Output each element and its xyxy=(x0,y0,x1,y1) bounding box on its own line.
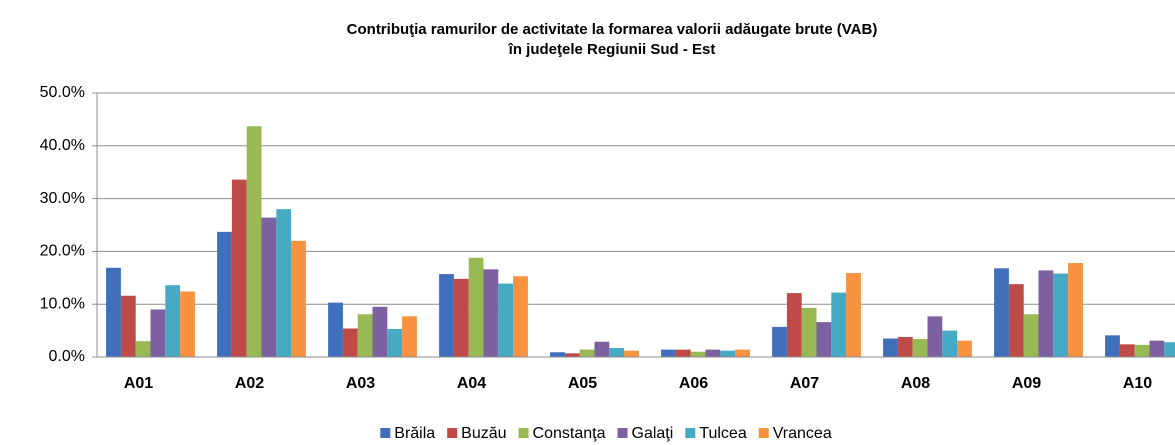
bar xyxy=(720,350,736,357)
legend-label: Brăila xyxy=(394,425,435,442)
bar xyxy=(261,217,277,357)
bar xyxy=(1023,314,1039,357)
bar xyxy=(957,340,972,357)
bar xyxy=(291,240,306,357)
bar xyxy=(690,351,706,357)
x-tick-label: A04 xyxy=(457,375,486,392)
legend-label: Vrancea xyxy=(773,425,832,442)
bar xyxy=(994,268,1009,357)
x-tick-label: A03 xyxy=(346,375,375,392)
bar xyxy=(135,341,151,357)
bar xyxy=(165,285,181,357)
bar xyxy=(772,326,787,357)
bar xyxy=(661,349,676,357)
bar xyxy=(453,278,469,357)
x-tick-label: A07 xyxy=(790,375,819,392)
x-tick-label: A10 xyxy=(1123,375,1152,392)
bar xyxy=(357,314,373,357)
y-tick-label: 30.0% xyxy=(40,190,85,207)
bar xyxy=(498,283,514,357)
bar xyxy=(735,349,750,357)
bar xyxy=(705,349,721,357)
bar xyxy=(1164,342,1175,357)
bar xyxy=(387,329,403,357)
x-tick-label: A01 xyxy=(124,375,153,392)
bar xyxy=(609,348,625,357)
legend-swatch xyxy=(617,428,628,438)
bar xyxy=(372,306,388,357)
chart-title: Contribuţia ramurilor de activitate la f… xyxy=(347,21,878,38)
bar xyxy=(942,330,958,357)
legend-swatch xyxy=(380,428,391,438)
bar xyxy=(120,295,136,357)
legend-label: Constanţa xyxy=(533,425,606,442)
bar xyxy=(801,307,817,357)
y-tick-label: 50.0% xyxy=(40,84,85,101)
bar xyxy=(1119,344,1135,357)
bar xyxy=(342,328,358,357)
bar xyxy=(831,292,847,357)
bar xyxy=(1008,284,1024,357)
chart-subtitle: în judeţele Regiunii Sud - Est xyxy=(508,41,716,58)
y-tick-label: 0.0% xyxy=(49,348,85,365)
legend-swatch xyxy=(758,428,769,438)
bar xyxy=(150,309,166,357)
x-tick-label: A08 xyxy=(901,375,930,392)
bar xyxy=(1149,340,1165,357)
bar xyxy=(912,339,928,357)
legend-label: Galaţi xyxy=(631,425,673,442)
bar xyxy=(439,274,454,357)
bar xyxy=(1105,335,1120,357)
y-tick-label: 10.0% xyxy=(40,295,85,312)
bar xyxy=(786,293,802,357)
legend-swatch xyxy=(685,428,696,438)
bar xyxy=(106,267,121,357)
bar xyxy=(231,179,247,357)
bar xyxy=(1038,270,1054,357)
bar xyxy=(564,353,580,357)
y-tick-label: 20.0% xyxy=(40,243,85,260)
x-tick-label: A02 xyxy=(235,375,264,392)
legend-swatch xyxy=(518,428,529,438)
bar xyxy=(217,231,232,357)
bar xyxy=(897,336,913,357)
bar xyxy=(594,341,610,357)
bar xyxy=(402,316,417,357)
bar xyxy=(550,352,565,357)
bar xyxy=(1068,263,1083,357)
bar xyxy=(468,257,484,357)
bar xyxy=(513,276,528,357)
bar xyxy=(276,209,292,357)
bar xyxy=(675,349,691,357)
bar xyxy=(483,269,499,357)
bar xyxy=(624,350,639,357)
bar xyxy=(816,322,832,357)
legend-label: Tulcea xyxy=(699,425,747,442)
bar xyxy=(180,291,195,357)
bar xyxy=(579,349,595,357)
bar xyxy=(1134,344,1150,357)
bar xyxy=(846,273,861,357)
legend: Brăila Buzău Constanţa Galaţi Tulcea Vrancea xyxy=(380,425,832,442)
legend-swatch xyxy=(447,428,458,438)
x-tick-label: A05 xyxy=(568,375,597,392)
y-tick-label: 40.0% xyxy=(40,137,85,154)
bar xyxy=(1053,273,1069,357)
legend-label: Buzău xyxy=(461,425,506,442)
bar xyxy=(328,302,343,357)
bar xyxy=(927,316,943,357)
x-tick-label: A06 xyxy=(679,375,708,392)
x-tick-label: A09 xyxy=(1012,375,1041,392)
bar xyxy=(883,338,898,357)
bar xyxy=(246,126,262,357)
